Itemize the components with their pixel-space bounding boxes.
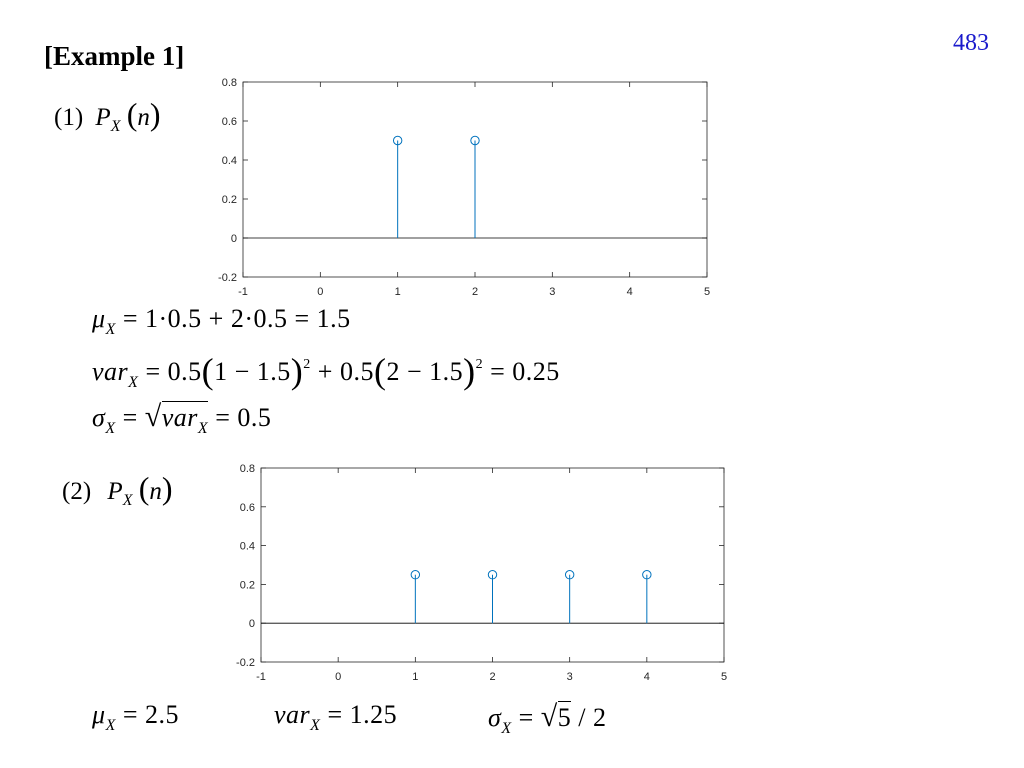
x-tick-label: 2 [489,671,495,683]
mean-equation-2: μX = 2.5 [92,700,179,735]
y-tick-label: 0 [231,233,237,245]
y-tick-label: -0.2 [236,657,255,669]
part1-n-symbol: n [137,104,150,131]
stem-marker [487,570,498,580]
y-tick-label: 0.2 [240,579,255,591]
part2-p-subscript: X [122,492,133,509]
x-tick-label: 5 [721,671,727,683]
x-tick-label: 0 [317,286,323,298]
y-tick-label: 0.4 [240,541,255,553]
stem-marker [410,570,421,580]
variance-term-2-diff: 2 − 1.5 [386,357,464,386]
sigma-subscript: X [105,420,116,437]
var-subscript-2: X [310,717,321,734]
mu-symbol: μ [92,304,106,333]
page-number: 483 [953,30,989,56]
mean-value-2: = 2.5 [122,700,180,729]
mu-symbol-2: μ [92,700,106,729]
sigma-symbol: σ [92,403,106,432]
x-tick-label: -1 [256,671,266,683]
var-symbol: var [92,357,129,386]
mean-expression: = 1·0.5 + 2·0.5 = 1.5 [122,304,351,333]
stddev-equation-2: σX = √5 / 2 [488,700,606,738]
x-tick-label: 1 [412,671,418,683]
part1-number: (1) [54,104,84,131]
x-tick-label: 4 [627,286,633,298]
part1-label: (1) PX (n) [54,96,161,135]
x-tick-label: 5 [704,286,710,298]
mean-equation-1: μX = 1·0.5 + 2·0.5 = 1.5 [92,304,351,339]
part2-p-symbol: P [107,478,123,505]
variance-result: = 0.25 [490,357,560,386]
stem-marker [392,135,403,146]
part2-number: (2) [62,478,92,505]
x-tick-label: 3 [567,671,573,683]
sigma-equals-2: = [518,703,534,732]
x-tick-label: 1 [395,286,401,298]
var-subscript: X [128,374,139,391]
sqrt-var-subscript: X [197,420,209,437]
variance-term-1-exponent: 2 [303,357,311,372]
x-tick-label: 2 [472,286,478,298]
part1-p-subscript: X [110,118,121,135]
stem-marker [470,135,480,146]
stem-marker [642,570,652,580]
variance-term-1-diff: 1 − 1.5 [214,357,291,386]
variance-term-2-coef: + 0.5 [317,357,374,386]
sigma-subscript-2: X [501,720,512,737]
plot-frame [260,467,725,663]
variance-equation-1: varX = 0.5(1 − 1.5)2 + 0.5(2 − 1.5)2 = 0… [92,351,560,391]
y-tick-label: 0.8 [240,463,255,475]
sigma-symbol-2: σ [488,703,502,732]
sqrt-sign-2: √5 [540,700,572,733]
y-tick-label: 0.2 [222,194,237,206]
sqrt-radicand-2: 5 [557,701,572,732]
variance-term-2-exponent: 2 [475,357,484,372]
x-tick-label: 0 [335,671,341,683]
y-tick-label: 0.4 [222,155,237,167]
y-tick-label: -0.2 [218,272,237,284]
y-tick-label: 0.8 [222,77,237,89]
part1-p-symbol: P [95,104,111,131]
variance-equation-2: varX = 1.25 [274,700,397,735]
sigma-result: = 0.5 [215,403,272,432]
part2-n-symbol: n [149,478,162,505]
stem-marker [564,570,575,580]
sigma-equals: = [122,403,138,432]
x-tick-label: -1 [238,286,248,298]
variance-term-1-coef: = 0.5 [145,357,202,386]
mu-subscript: X [105,321,116,338]
part2-label: (2) PX (n) [62,470,173,509]
stddev-equation-1: σX = √varX = 0.5 [92,400,271,438]
x-tick-label: 4 [644,671,650,683]
sqrt-var-symbol: var [161,403,198,432]
sigma-divisor-2: / 2 [578,703,607,732]
x-tick-label: 3 [549,286,555,298]
var-symbol-2: var [274,700,311,729]
y-tick-label: 0.6 [240,502,255,514]
sqrt-sign: √varX [144,400,209,437]
y-tick-label: 0 [249,618,255,630]
y-tick-label: 0.6 [222,116,237,128]
variance-value-2: = 1.25 [327,700,398,729]
mu-subscript-2: X [105,717,116,734]
example-heading: [Example 1] [44,41,185,71]
